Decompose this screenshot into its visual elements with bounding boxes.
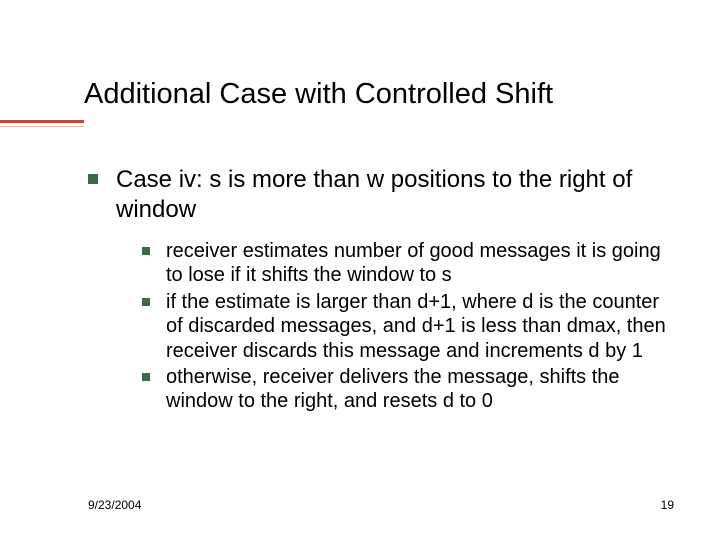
square-bullet-icon bbox=[142, 373, 150, 381]
square-bullet-icon bbox=[88, 174, 98, 184]
list-item: receiver estimates number of good messag… bbox=[142, 239, 670, 288]
list-item: if the estimate is larger than d+1, wher… bbox=[142, 290, 670, 363]
sublist: receiver estimates number of good messag… bbox=[142, 239, 670, 414]
lvl2-text: if the estimate is larger than d+1, wher… bbox=[166, 290, 670, 363]
footer: 9/23/2004 19 bbox=[88, 498, 674, 512]
lvl2-text: otherwise, receiver delivers the message… bbox=[166, 365, 670, 414]
square-bullet-icon bbox=[142, 298, 150, 306]
slide-title: Additional Case with Controlled Shift bbox=[84, 78, 680, 111]
list-item: Case iv: s is more than w positions to t… bbox=[88, 165, 670, 225]
slide: Additional Case with Controlled Shift Ca… bbox=[0, 0, 720, 540]
square-bullet-icon bbox=[142, 247, 150, 255]
title-accent-bar-thin bbox=[0, 126, 84, 127]
lvl2-text: receiver estimates number of good messag… bbox=[166, 239, 670, 288]
footer-page-number: 19 bbox=[661, 498, 674, 512]
title-accent-bar bbox=[0, 120, 84, 123]
list-item: otherwise, receiver delivers the message… bbox=[142, 365, 670, 414]
footer-date: 9/23/2004 bbox=[88, 498, 141, 512]
lvl1-text: Case iv: s is more than w positions to t… bbox=[116, 165, 670, 225]
title-container: Additional Case with Controlled Shift bbox=[84, 78, 680, 111]
body-area: Case iv: s is more than w positions to t… bbox=[88, 165, 670, 416]
